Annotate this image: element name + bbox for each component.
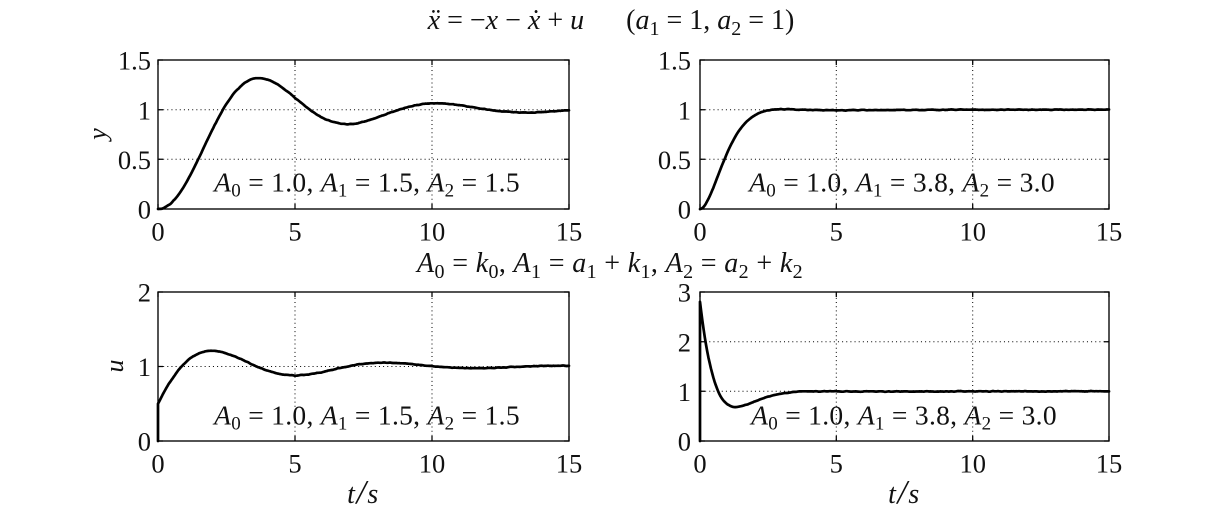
svg-text:0: 0 <box>678 427 691 457</box>
svg-text:2: 2 <box>138 278 151 308</box>
svg-text:1.5: 1.5 <box>658 46 691 76</box>
svg-text:15: 15 <box>1096 217 1123 247</box>
svg-text:10: 10 <box>419 217 446 247</box>
svg-text:10: 10 <box>419 449 446 479</box>
svg-text:5: 5 <box>288 449 301 479</box>
svg-text:1: 1 <box>138 95 151 125</box>
svg-text:t/s: t/s <box>888 474 921 511</box>
svg-text:15: 15 <box>556 217 583 247</box>
svg-text:15: 15 <box>1096 449 1123 479</box>
svg-text:0: 0 <box>138 427 151 457</box>
svg-text:1: 1 <box>678 95 691 125</box>
svg-text:A0 = 1.0, A1 = 1.5, A2 = 1.5: A0 = 1.0, A1 = 1.5, A2 = 1.5 <box>212 167 520 202</box>
svg-text:0: 0 <box>693 449 706 479</box>
svg-text:y: y <box>83 128 112 143</box>
svg-text:5: 5 <box>288 217 301 247</box>
svg-text:1: 1 <box>678 377 691 407</box>
svg-text:t/s: t/s <box>347 474 380 511</box>
svg-text:0.5: 0.5 <box>658 145 691 175</box>
svg-text:0: 0 <box>151 217 164 247</box>
svg-text:A0 = 1.0, A1 = 3.8, A2 = 3.0: A0 = 1.0, A1 = 3.8, A2 = 3.0 <box>747 167 1055 202</box>
svg-text:ẍ = −x − ẋ + u (a1 = 1, a2 =: ẍ = −x − ẋ + u (a1 = 1, a2 = 1) <box>427 5 795 40</box>
svg-text:0: 0 <box>678 195 691 225</box>
svg-text:15: 15 <box>556 449 583 479</box>
svg-text:10: 10 <box>959 449 986 479</box>
svg-text:5: 5 <box>830 217 843 247</box>
svg-text:5: 5 <box>830 449 843 479</box>
svg-text:0.5: 0.5 <box>118 145 151 175</box>
svg-text:2: 2 <box>678 327 691 357</box>
svg-text:0: 0 <box>138 195 151 225</box>
svg-text:0: 0 <box>151 449 164 479</box>
svg-text:u: u <box>100 360 129 373</box>
svg-text:A0 = 1.0, A1 = 3.8, A2 = 3.0: A0 = 1.0, A1 = 3.8, A2 = 3.0 <box>749 400 1057 435</box>
svg-text:A0 = 1.0, A1 = 1.5, A2 = 1.5: A0 = 1.0, A1 = 1.5, A2 = 1.5 <box>212 400 520 435</box>
svg-text:3: 3 <box>678 278 691 308</box>
svg-text:0: 0 <box>693 217 706 247</box>
svg-text:10: 10 <box>959 217 986 247</box>
svg-text:1.5: 1.5 <box>118 46 151 76</box>
svg-text:A0 = k0, A1 = a1 + k1, A2 = a2: A0 = k0, A1 = a1 + k1, A2 = a2 + k2 <box>415 248 803 283</box>
svg-text:1: 1 <box>138 352 151 382</box>
